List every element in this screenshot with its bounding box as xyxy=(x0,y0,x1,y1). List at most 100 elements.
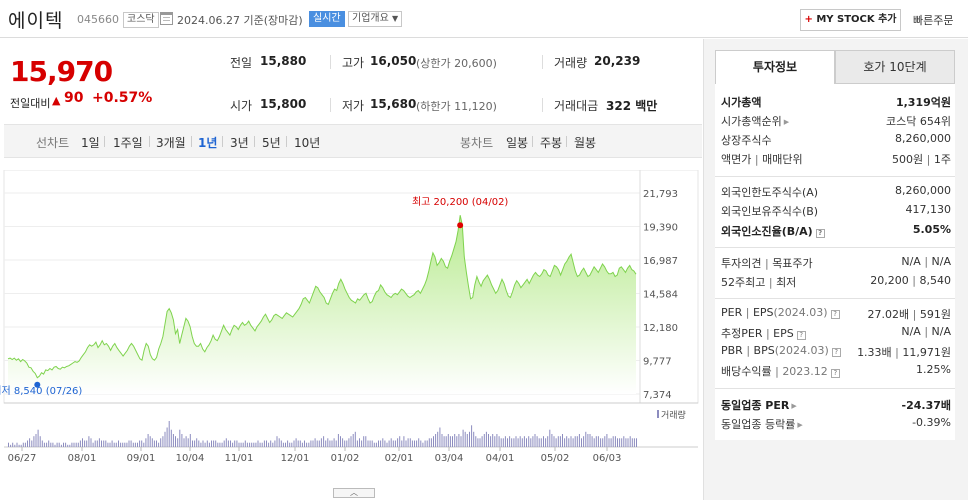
price-chart[interactable]: 21,793 19,390 16,987 14,584 12,180 9,777 7,374… xyxy=(0,170,702,485)
volume-bar xyxy=(158,442,160,447)
info-icon[interactable]: ? xyxy=(830,310,840,319)
volume-bar xyxy=(240,442,242,447)
y-axis-ticks: 21,793 19,390 16,987 14,584 12,180 9,777 7,374 xyxy=(643,189,678,401)
volume-bar xyxy=(130,440,132,447)
volume-bar xyxy=(344,440,346,447)
volume-bar xyxy=(595,436,597,447)
volume-bar xyxy=(439,427,441,447)
volume-value: 20,239 xyxy=(594,54,641,68)
volume-bar xyxy=(449,436,451,447)
period-5y[interactable]: 5년 xyxy=(262,136,281,150)
volume-bar xyxy=(16,442,18,447)
arrow-right-icon: ▶ xyxy=(783,118,790,126)
investment-info-box: 시가총액 1,319억원 시가총액순위 ▶ 코스닥 654위 상장주식수 8,26… xyxy=(715,84,955,440)
info-icon[interactable]: ? xyxy=(815,229,825,238)
tab-investment-info[interactable]: 투자정보 xyxy=(715,50,835,84)
info-icon[interactable]: ? xyxy=(831,348,841,357)
candle-daily[interactable]: 일봉 xyxy=(506,136,529,150)
volume-bar xyxy=(101,440,102,447)
chart-toolbar: 선차트 1일 1주일 3개월 1년 3년 5년 10년 봉차트 일봉 주봉 월봉 xyxy=(4,124,702,158)
volume-bar xyxy=(204,442,206,447)
divider xyxy=(254,136,255,147)
volume-bar xyxy=(8,442,9,447)
volume-bar xyxy=(79,440,81,447)
price-line xyxy=(7,215,637,379)
divider xyxy=(542,55,543,69)
period-10y[interactable]: 10년 xyxy=(294,136,321,150)
opinion-val: N/A xyxy=(901,255,921,268)
shares-value: 8,260,000 xyxy=(895,132,951,145)
tab-order-book[interactable]: 호가 10단계 xyxy=(835,50,955,84)
volume-bar xyxy=(189,434,191,447)
volume-bar xyxy=(589,434,591,447)
volume-bar xyxy=(14,444,16,447)
divider xyxy=(532,136,533,147)
add-my-stock-button[interactable]: + MY STOCK 추가 xyxy=(800,9,901,31)
volume-bar xyxy=(604,436,606,447)
volume-bar xyxy=(606,434,608,447)
volume-bar xyxy=(88,436,90,447)
volume-bar xyxy=(462,429,464,447)
volume-bar xyxy=(223,440,225,447)
x-tick-label: 08/01 xyxy=(68,453,97,464)
period-3m[interactable]: 3개월 xyxy=(156,136,186,150)
market-cap-rank-row[interactable]: 시가총액순위 ▶ 코스닥 654위 xyxy=(721,113,951,131)
volume-bar xyxy=(354,431,356,447)
volume-bar xyxy=(375,442,377,447)
company-overview-dropdown[interactable]: 기업개요 ▼ xyxy=(348,11,403,27)
info-icon[interactable]: ? xyxy=(830,369,840,378)
volume-bar xyxy=(583,436,585,447)
candle-weekly[interactable]: 주봉 xyxy=(540,136,563,150)
volume-bar xyxy=(555,438,557,447)
volume-bar xyxy=(574,436,576,447)
volume-bar xyxy=(340,436,341,447)
volume-bar xyxy=(390,438,392,447)
volume-bar xyxy=(479,438,481,447)
industry-rate-row[interactable]: 동일업종 등락률 ▶ -0.39% xyxy=(721,416,951,434)
volume-bar xyxy=(384,440,386,447)
volume-bar xyxy=(629,436,631,447)
bps-text: BPS xyxy=(753,344,775,357)
volume-bar xyxy=(301,442,303,447)
quick-order-link[interactable]: 빠른주문 xyxy=(913,14,954,27)
period-1d[interactable]: 1일 xyxy=(81,136,100,150)
volume-bar xyxy=(84,440,86,447)
volume-bar xyxy=(43,442,45,447)
volume-bar xyxy=(244,440,246,447)
pbr-value: 1.33배 xyxy=(857,346,892,359)
volume-bar xyxy=(71,442,73,447)
volume-bar xyxy=(37,429,39,447)
volume-bar xyxy=(56,442,58,447)
divider xyxy=(715,247,955,248)
volume-bar xyxy=(564,438,566,447)
volume-bar xyxy=(359,438,360,447)
period-3y[interactable]: 3년 xyxy=(230,136,249,150)
market-badge: 코스닥 xyxy=(123,12,159,28)
price-summary: 15,970 전일대비 ▲ 90 +0.57% xyxy=(0,39,210,122)
volume-bar xyxy=(134,442,136,447)
volume-bar xyxy=(306,442,308,447)
volume-bar xyxy=(333,438,335,447)
arrow-right-icon: ▶ xyxy=(797,421,803,429)
volume-bar xyxy=(287,440,289,447)
volume-bar xyxy=(236,440,238,447)
volume-bar xyxy=(170,429,172,447)
period-1w[interactable]: 1주일 xyxy=(113,136,143,150)
low-label: 저가 xyxy=(342,99,365,113)
realtime-button[interactable]: 실시간 xyxy=(309,11,345,27)
industry-per-value: -24.37배 xyxy=(901,399,951,412)
volume-bar xyxy=(437,431,439,447)
volume-bar xyxy=(312,440,314,447)
y-tick-label: 16,987 xyxy=(643,256,678,267)
volume-bar xyxy=(502,438,504,447)
info-icon[interactable]: ? xyxy=(796,331,806,340)
industry-per-row[interactable]: 동일업종 PER ▶ -24.37배 xyxy=(721,397,951,415)
chevron-up-icon[interactable]: ︿ xyxy=(333,488,375,498)
volume-bar xyxy=(232,442,234,447)
period-1y[interactable]: 1년 xyxy=(198,136,218,150)
volume-bar xyxy=(458,434,460,447)
volume-bar xyxy=(378,440,379,447)
volume-bar xyxy=(587,434,589,447)
candle-monthly[interactable]: 월봉 xyxy=(574,136,597,150)
x-tick-label: 01/02 xyxy=(331,453,360,464)
